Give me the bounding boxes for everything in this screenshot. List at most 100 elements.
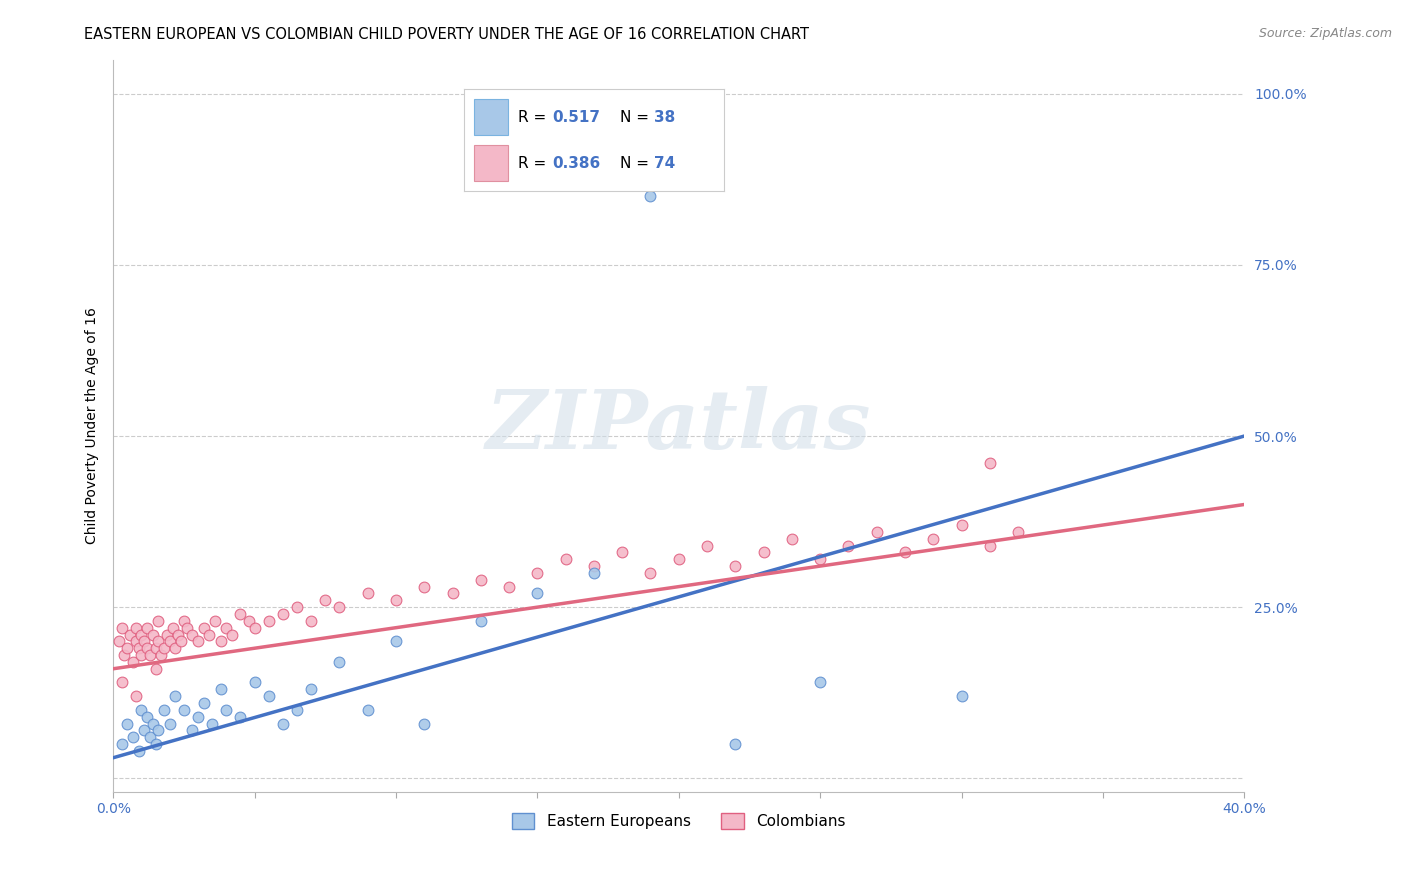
Point: [201, 716, 224, 731]
Point: [111, 621, 134, 635]
Point: [357, 703, 380, 717]
Point: [111, 675, 134, 690]
Point: [299, 682, 322, 697]
Point: [209, 634, 232, 648]
Point: [134, 634, 156, 648]
Point: [470, 573, 492, 587]
Point: [582, 566, 605, 580]
Point: [612, 545, 634, 559]
Point: [922, 532, 945, 546]
Point: [215, 703, 238, 717]
Point: [125, 634, 148, 648]
Point: [156, 627, 179, 641]
Point: [894, 545, 917, 559]
Point: [145, 662, 167, 676]
Point: [131, 703, 153, 717]
Point: [229, 607, 252, 621]
Point: [159, 634, 181, 648]
Point: [148, 614, 170, 628]
Point: [328, 655, 350, 669]
Point: [136, 641, 159, 656]
Point: [162, 621, 184, 635]
Text: Source: ZipAtlas.com: Source: ZipAtlas.com: [1258, 27, 1392, 40]
Point: [752, 545, 775, 559]
Point: [181, 627, 204, 641]
Legend: Eastern Europeans, Colombians: Eastern Europeans, Colombians: [506, 807, 852, 836]
Point: [582, 559, 605, 574]
Point: [526, 566, 548, 580]
Point: [285, 703, 308, 717]
Point: [142, 716, 165, 731]
Point: [159, 716, 181, 731]
Point: [221, 627, 243, 641]
Point: [120, 627, 142, 641]
Point: [145, 737, 167, 751]
Point: [808, 675, 831, 690]
Point: [299, 614, 322, 628]
Point: [187, 634, 209, 648]
Point: [128, 744, 150, 758]
Point: [668, 552, 690, 566]
Point: [125, 689, 148, 703]
Point: [215, 621, 238, 635]
Point: [111, 737, 134, 751]
Point: [640, 189, 662, 203]
Point: [139, 648, 162, 662]
Point: [257, 614, 280, 628]
Point: [413, 716, 436, 731]
Point: [170, 634, 193, 648]
Point: [257, 689, 280, 703]
Point: [173, 614, 195, 628]
Point: [640, 566, 662, 580]
Point: [285, 600, 308, 615]
Point: [441, 586, 464, 600]
Point: [165, 689, 187, 703]
Point: [271, 607, 294, 621]
Point: [979, 457, 1001, 471]
Point: [128, 641, 150, 656]
Point: [153, 641, 176, 656]
Point: [498, 580, 520, 594]
Point: [780, 532, 803, 546]
Point: [696, 539, 718, 553]
Y-axis label: Child Poverty Under the Age of 16: Child Poverty Under the Age of 16: [86, 308, 100, 544]
Point: [131, 648, 153, 662]
Point: [1007, 524, 1029, 539]
Point: [173, 703, 195, 717]
Point: [204, 614, 226, 628]
Point: [150, 648, 173, 662]
Point: [314, 593, 336, 607]
Point: [165, 641, 187, 656]
Point: [808, 552, 831, 566]
Point: [148, 723, 170, 738]
Point: [413, 580, 436, 594]
Point: [193, 696, 215, 710]
Point: [950, 518, 973, 533]
Point: [167, 627, 190, 641]
Point: [328, 600, 350, 615]
Point: [134, 723, 156, 738]
Point: [470, 614, 492, 628]
Point: [198, 627, 221, 641]
Point: [176, 621, 198, 635]
Point: [724, 559, 747, 574]
Point: [209, 682, 232, 697]
Point: [145, 641, 167, 656]
Point: [243, 675, 266, 690]
Point: [385, 634, 408, 648]
Point: [148, 634, 170, 648]
Point: [950, 689, 973, 703]
Point: [554, 552, 576, 566]
Point: [117, 641, 139, 656]
Point: [122, 730, 145, 744]
Point: [724, 737, 747, 751]
Point: [243, 621, 266, 635]
Point: [131, 627, 153, 641]
Point: [117, 716, 139, 731]
Point: [866, 524, 889, 539]
Point: [114, 648, 136, 662]
Point: [136, 709, 159, 723]
Point: [122, 655, 145, 669]
Point: [187, 709, 209, 723]
Text: ZIPatlas: ZIPatlas: [486, 385, 872, 466]
